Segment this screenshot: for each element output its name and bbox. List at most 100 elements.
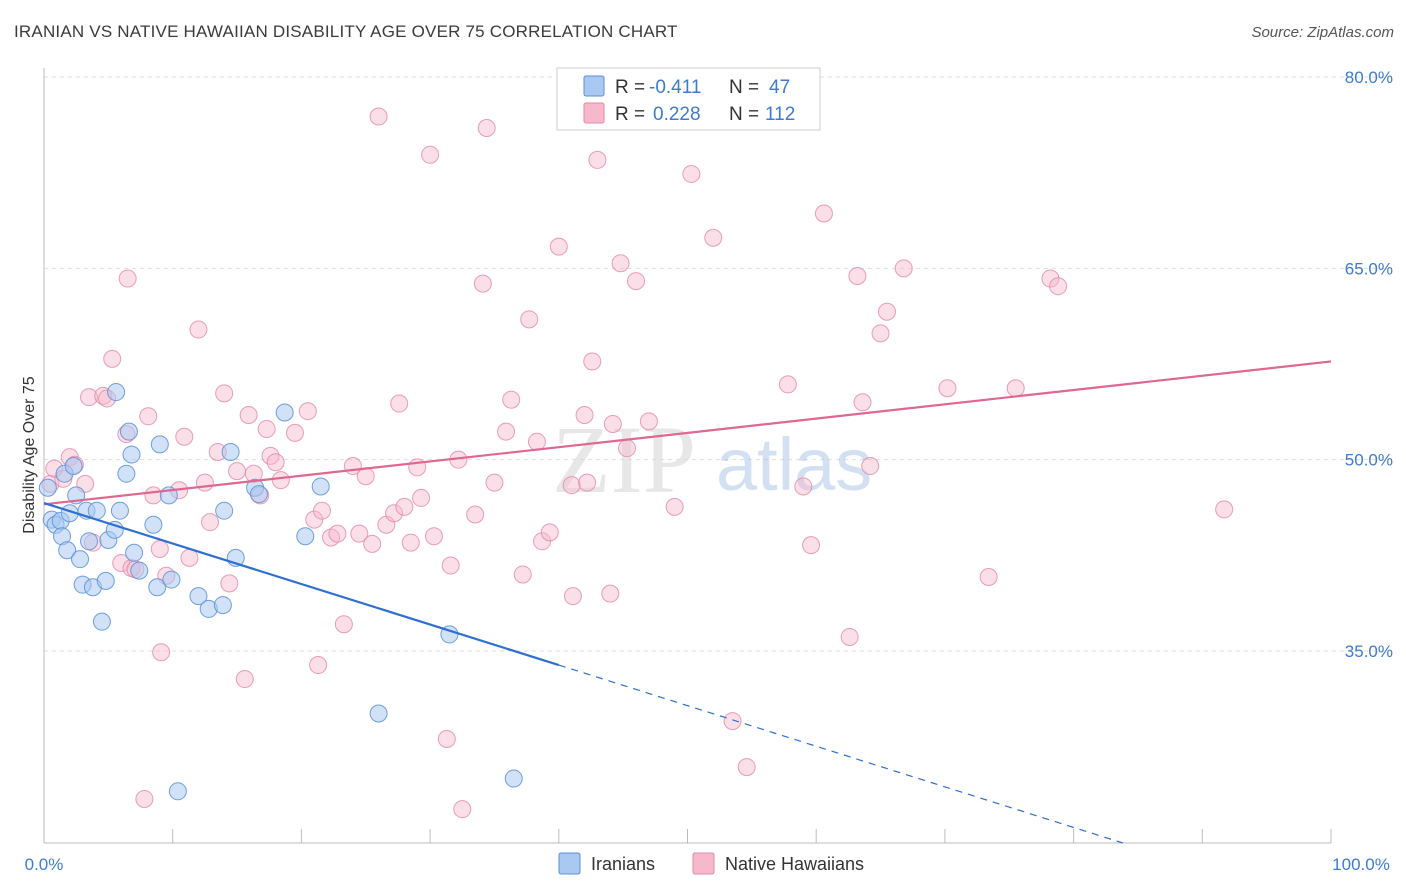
native-hawaiians-trendline: [43, 360, 1332, 506]
native-hawaiians-point-85: [603, 414, 622, 433]
iranians-point-24: [122, 445, 141, 464]
iranians-point-44: [369, 704, 388, 723]
iranians-point-0: [38, 478, 57, 497]
native-hawaiians-point-10: [103, 349, 122, 368]
native-hawaiians-point-91: [682, 164, 701, 183]
bottom-legend-swatch-native-hawaiians: [692, 852, 715, 875]
bottom-legend-swatch-iranians: [558, 852, 581, 875]
native-hawaiians-point-108: [1006, 379, 1025, 398]
native-hawaiians-point-16: [135, 789, 154, 808]
native-hawaiians-point-18: [144, 486, 163, 505]
native-hawaiians-point-81: [578, 473, 597, 492]
native-hawaiians-point-80: [575, 406, 594, 425]
native-hawaiians-points: [41, 107, 1234, 819]
native-hawaiians-point-84: [601, 584, 620, 603]
native-hawaiians-point-57: [401, 533, 420, 552]
native-hawaiians-point-96: [794, 477, 813, 496]
native-hawaiians-point-27: [201, 513, 220, 532]
native-hawaiians-point-33: [239, 406, 258, 425]
legend-r-label-native-hawaiians: R =: [615, 104, 645, 125]
legend-box: R = -0.411 N = 47 R = 0.228 N = 112: [556, 67, 821, 131]
y-axis-label: Disability Age Over 75: [21, 376, 38, 534]
native-hawaiians-point-95: [778, 375, 797, 394]
iranians-point-40: [249, 485, 268, 504]
iranians-point-36: [215, 501, 234, 520]
native-hawaiians-point-69: [485, 473, 504, 492]
iranians-point-27: [144, 515, 163, 534]
native-hawaiians-point-54: [385, 504, 404, 523]
native-hawaiians-point-72: [513, 565, 532, 584]
legend-swatch-iranians: [583, 75, 605, 97]
native-hawaiians-point-74: [527, 432, 546, 451]
native-hawaiians-point-36: [257, 420, 276, 439]
native-hawaiians-point-66: [466, 505, 485, 524]
y-tick-label-35: 35.0%: [1345, 642, 1393, 661]
native-hawaiians-point-62: [437, 730, 456, 749]
native-hawaiians-point-32: [235, 670, 254, 689]
native-hawaiians-point-6: [80, 388, 99, 407]
iranians-point-43: [311, 477, 330, 496]
native-hawaiians-point-105: [894, 259, 913, 278]
legend-n-label-native-hawaiians: N =: [729, 104, 759, 125]
trendlines: [43, 360, 1332, 844]
iranians-point-31: [162, 570, 181, 589]
iranians-point-33: [189, 587, 208, 606]
native-hawaiians-point-56: [395, 497, 414, 516]
iranians-point-8: [64, 457, 83, 476]
native-hawaiians-point-71: [502, 390, 521, 409]
native-hawaiians-point-25: [189, 320, 208, 339]
watermark-zip: ZIP: [552, 406, 696, 513]
native-hawaiians-point-73: [520, 310, 539, 329]
native-hawaiians-point-107: [979, 568, 998, 587]
native-hawaiians-point-51: [363, 534, 382, 553]
native-hawaiians-point-86: [611, 254, 630, 273]
legend-r-value-native-hawaiians: 0.228: [653, 104, 701, 125]
native-hawaiians-point-88: [627, 272, 646, 291]
native-hawaiians-point-40: [285, 423, 304, 442]
native-hawaiians-point-82: [583, 352, 602, 371]
native-hawaiians-point-99: [840, 627, 859, 646]
legend-n-label-iranians: N =: [729, 77, 759, 98]
native-hawaiians-point-47: [334, 615, 353, 634]
iranians-point-46: [504, 769, 523, 788]
bottom-legend: Iranians Native Hawaiians: [558, 852, 864, 875]
iranians-point-29: [150, 435, 169, 454]
iranians-point-41: [275, 403, 294, 422]
iranians-point-16: [92, 612, 111, 631]
native-hawaiians-point-63: [441, 556, 460, 575]
iranians-point-21: [110, 501, 129, 520]
native-hawaiians-point-97: [802, 536, 821, 555]
iranians-trendline: [43, 501, 560, 667]
gridlines: [44, 76, 1392, 652]
chart-title: IRANIAN VS NATIVE HAWAIIAN DISABILITY AG…: [14, 22, 678, 41]
native-hawaiians-point-55: [390, 394, 409, 413]
native-hawaiians-point-89: [639, 412, 658, 431]
y-tick-label-50: 50.0%: [1345, 451, 1393, 470]
watermark-atlas: atlas: [716, 423, 872, 506]
iranians-point-28: [148, 578, 167, 597]
native-hawaiians-point-60: [421, 145, 440, 164]
native-hawaiians-point-31: [228, 462, 247, 481]
native-hawaiians-point-43: [309, 656, 328, 675]
native-hawaiians-point-67: [473, 274, 492, 293]
native-hawaiians-point-78: [562, 476, 581, 495]
x-tick-label-min: 0.0%: [25, 855, 64, 874]
native-hawaiians-point-92: [704, 228, 723, 247]
x-tick-marks: [43, 829, 1332, 843]
native-hawaiians-point-110: [1049, 277, 1068, 296]
native-hawaiians-point-46: [328, 524, 347, 543]
native-hawaiians-point-65: [453, 800, 472, 819]
native-hawaiians-point-70: [497, 422, 516, 441]
native-hawaiians-point-23: [175, 427, 194, 446]
native-hawaiians-point-103: [871, 324, 890, 343]
native-hawaiians-point-13: [118, 269, 137, 288]
bottom-legend-label-iranians: Iranians: [591, 854, 655, 874]
native-hawaiians-point-44: [312, 501, 331, 520]
native-hawaiians-point-77: [549, 237, 568, 256]
y-tick-labels: 35.0% 50.0% 65.0% 80.0%: [1345, 68, 1393, 661]
iranians-point-37: [221, 443, 240, 462]
native-hawaiians-point-68: [477, 119, 496, 138]
native-hawaiians-point-76: [540, 523, 559, 542]
native-hawaiians-point-94: [737, 758, 756, 777]
iranians-point-25: [125, 543, 144, 562]
